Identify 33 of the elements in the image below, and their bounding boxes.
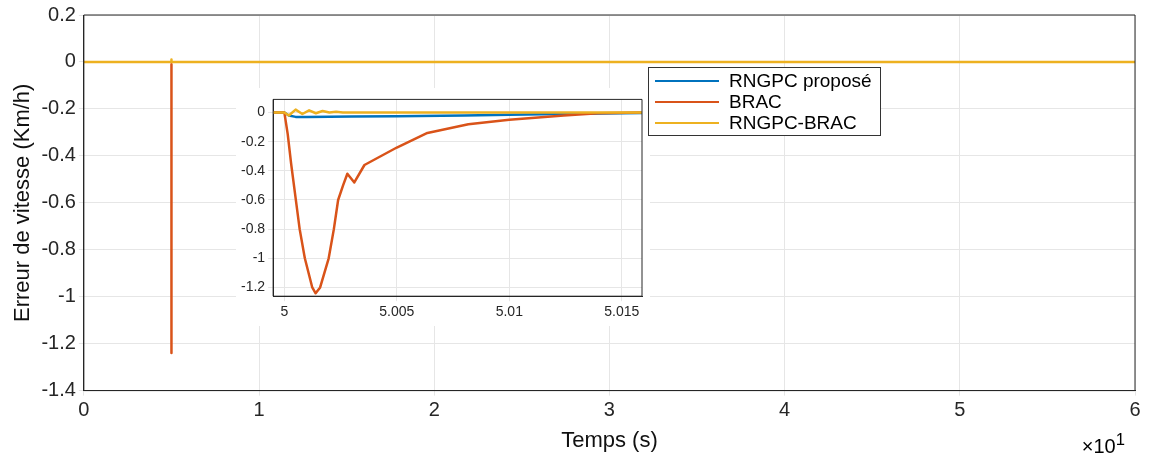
x-axis-title: Temps (s): [561, 426, 658, 452]
y-tick-label: -0.4: [241, 161, 266, 178]
x-tick-label: 0: [78, 398, 90, 421]
y-tick-label: 0: [64, 49, 76, 72]
y-axis-title: Erreur de vitesse (Km/h): [9, 83, 35, 322]
y-tick-label: -1: [252, 249, 266, 266]
legend-label: RNGPC-BRAC: [729, 112, 857, 133]
y-tick-label: -0.8: [41, 237, 76, 260]
y-tick-label: -1: [58, 284, 76, 307]
x-tick-label: 1: [253, 398, 265, 421]
x-tick-label: 2: [428, 398, 440, 421]
x-tick-label: 6: [1129, 398, 1141, 421]
text: ×10$^{1}$: [1081, 430, 1125, 458]
y-tick-label: -0.2: [241, 132, 266, 149]
y-tick-label: -0.6: [241, 190, 266, 207]
y-tick-label: -1.2: [241, 278, 266, 295]
x-tick-label: 5.005: [379, 303, 415, 320]
y-tick-label: 0.2: [48, 2, 76, 25]
x-tick-label: 5: [954, 398, 966, 421]
y-tick-label: -0.6: [41, 190, 76, 213]
legend-label: BRAC: [729, 91, 782, 112]
x-tick-label: 5.01: [495, 303, 524, 320]
y-tick-label: -1.4: [41, 378, 76, 401]
y-tick-label: -0.4: [41, 143, 76, 166]
legend-label: RNGPC proposé: [729, 70, 872, 91]
x-tick-label: 3: [603, 398, 615, 421]
x-tick-label: 4: [779, 398, 791, 421]
y-tick-label: -1.2: [41, 331, 76, 354]
y-tick-label: -0.2: [41, 96, 76, 119]
x-tick-label: 5: [280, 303, 289, 320]
y-tick-label: 0: [257, 103, 266, 120]
y-tick-label: -0.8: [241, 220, 266, 236]
x-tick-label: 5.015: [604, 303, 640, 320]
